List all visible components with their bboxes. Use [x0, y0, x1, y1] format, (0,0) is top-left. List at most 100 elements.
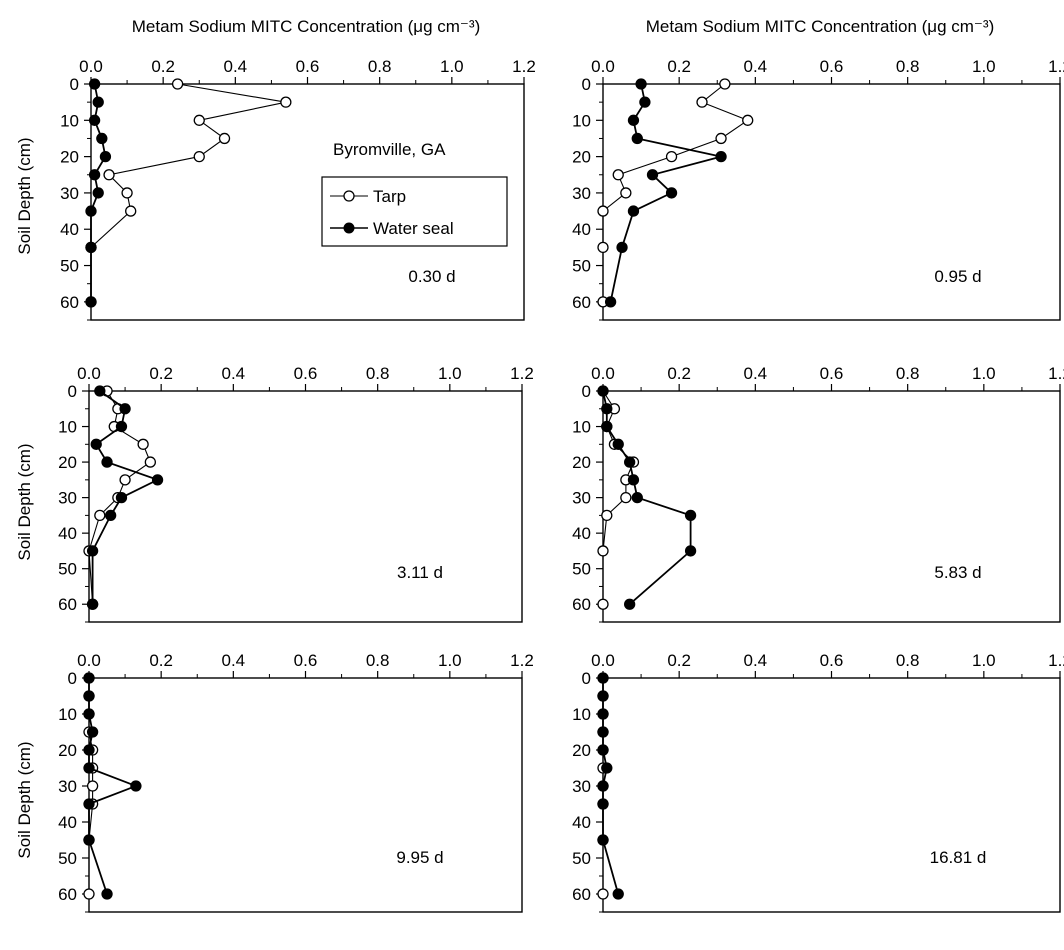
water-seal-series-line — [602, 390, 692, 605]
x-tick-label: 1.0 — [438, 364, 462, 383]
tarp-data-point — [103, 169, 115, 181]
y-tick-label: 0 — [68, 382, 77, 401]
tarp-data-point — [193, 114, 205, 126]
panel-frame — [602, 83, 1061, 321]
panel-1: 0.0 0.2 0.4 0.6 0.8 1.0 1.2 0 10 20 30 40 50 60 0.30 d — [60, 57, 536, 321]
y-tick-label: 20 — [572, 148, 591, 167]
water-seal-data-point — [85, 205, 97, 217]
x-tick-label: 0.2 — [149, 364, 173, 383]
panel-frame — [88, 390, 523, 623]
x-tick-label: 0.6 — [296, 57, 320, 76]
tarp-data-point — [597, 888, 609, 900]
water-seal-data-point — [130, 780, 142, 792]
y-tick-label: 50 — [572, 849, 591, 868]
panel-6: 0.0 0.2 0.4 0.6 0.8 1.0 1.2 0 10 20 30 40 50 60 16.81 … — [572, 651, 1064, 913]
water-seal-data-point — [624, 598, 636, 610]
water-seal-data-point — [597, 385, 609, 397]
tarp-data-point — [171, 78, 184, 90]
y-tick-label: 30 — [572, 489, 591, 508]
x-tick-label: 1.0 — [440, 57, 464, 76]
tarp-data-point — [597, 205, 609, 217]
water-seal-series-line — [90, 83, 107, 302]
panel-time-label: 3.11 d — [397, 563, 443, 582]
panel-frame — [602, 677, 1061, 913]
top-axis-title-right: Metam Sodium MITC Concentration (μg cm⁻³… — [646, 17, 994, 36]
x-tick-label: 0.2 — [667, 57, 691, 76]
water-seal-data-point — [612, 888, 624, 900]
y-tick-label: 60 — [572, 885, 591, 904]
y-tick-label: 40 — [572, 813, 591, 832]
water-seal-data-point — [119, 403, 131, 415]
tarp-data-point — [597, 598, 609, 610]
water-seal-series-line — [609, 83, 722, 302]
water-seal-data-point — [597, 672, 609, 684]
panel-time-label: 0.95 d — [934, 267, 981, 286]
water-seal-data-point — [94, 385, 106, 397]
y-tick-label: 10 — [572, 111, 591, 130]
tarp-data-point — [696, 96, 708, 108]
water-seal-data-point — [665, 187, 678, 199]
water-seal-data-point — [90, 438, 102, 450]
panel-frame — [602, 390, 1061, 623]
x-tick-label: 0.6 — [820, 651, 844, 670]
water-seal-series-line — [91, 390, 160, 605]
x-tick-label: 0.8 — [896, 364, 920, 383]
water-seal-data-point — [601, 420, 613, 433]
panel-5: 0.0 0.2 0.4 0.6 0.8 1.0 1.2 0 10 20 30 40 50 60 9.95 d — [58, 651, 534, 913]
x-tick-label: 0.4 — [744, 364, 768, 383]
tarp-data-point — [193, 150, 205, 163]
y-tick-label: 30 — [60, 184, 79, 203]
water-seal-data-point — [597, 780, 609, 792]
x-tick-label: 0.2 — [667, 651, 691, 670]
y-tick-label: 10 — [572, 705, 591, 724]
tarp-data-point — [94, 509, 106, 522]
water-seal-data-point — [88, 169, 101, 181]
tarp-data-point — [601, 509, 613, 522]
water-seal-data-point — [151, 474, 164, 486]
y-tick-label: 20 — [572, 453, 591, 472]
x-tick-label: 0.4 — [224, 57, 248, 76]
tarp-data-point — [218, 132, 231, 145]
x-tick-label: 0.0 — [79, 57, 103, 76]
y-tick-label: 40 — [58, 524, 77, 543]
water-seal-data-point — [624, 456, 636, 468]
y-tick-label: 30 — [58, 489, 77, 508]
y-tick-label: 50 — [58, 849, 77, 868]
water-seal-data-point — [639, 96, 651, 108]
tarp-data-point — [144, 456, 156, 468]
y-tick-label: 20 — [58, 741, 77, 760]
water-seal-data-point — [597, 708, 609, 720]
water-seal-data-point — [101, 888, 113, 900]
legend-box — [321, 176, 508, 247]
panel-time-label: 9.95 d — [396, 848, 443, 867]
x-tick-label: 0.4 — [744, 57, 768, 76]
water-seal-data-point — [604, 296, 617, 308]
y-tick-label: 60 — [572, 595, 591, 614]
y-tick-label: 40 — [572, 220, 591, 239]
water-seal-data-point — [83, 690, 95, 702]
x-tick-label: 1.2 — [1048, 364, 1064, 383]
water-seal-data-point — [601, 403, 613, 415]
tarp-data-point — [665, 150, 678, 163]
x-tick-label: 0.0 — [591, 57, 615, 76]
x-tick-label: 0.8 — [896, 57, 920, 76]
y-tick-label: 0 — [582, 75, 591, 94]
tarp-data-point — [715, 132, 727, 145]
x-tick-label: 1.0 — [972, 651, 996, 670]
tarp-data-point — [742, 114, 754, 126]
tarp-data-point — [137, 438, 149, 450]
x-tick-label: 0.0 — [591, 364, 615, 383]
x-tick-label: 0.6 — [294, 364, 318, 383]
y-tick-label: 40 — [572, 524, 591, 543]
tarp-data-point — [597, 545, 609, 557]
water-seal-data-point — [83, 672, 95, 684]
tarp-series-line — [88, 390, 151, 605]
y-tick-label: 0 — [582, 669, 591, 688]
water-seal-data-point — [83, 708, 95, 720]
x-tick-label: 0.8 — [366, 364, 390, 383]
site-label: Byromville, GA — [333, 140, 446, 159]
water-seal-data-point — [88, 78, 101, 90]
x-tick-label: 1.2 — [1048, 651, 1064, 670]
x-tick-label: 0.0 — [77, 651, 101, 670]
y-axis-title-row3: Soil Depth (cm) — [15, 741, 34, 858]
